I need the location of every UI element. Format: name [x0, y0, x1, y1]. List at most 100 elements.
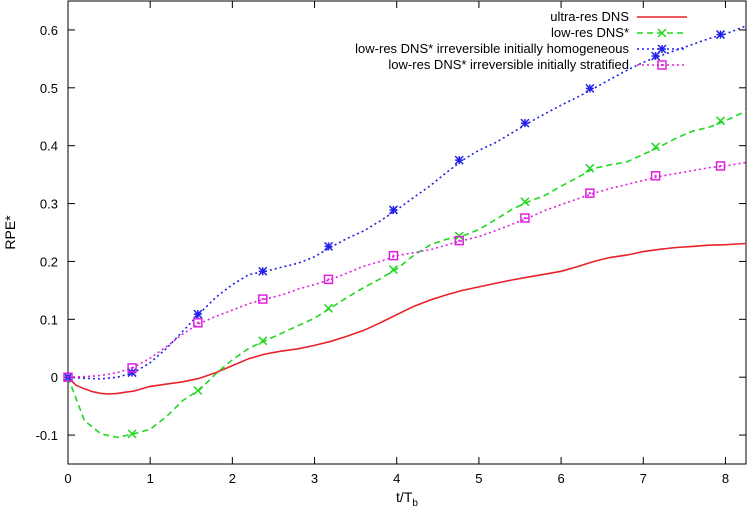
marker-outline [657, 60, 667, 70]
x-tick-label: 4 [393, 471, 400, 486]
x-tick-label: 5 [475, 471, 482, 486]
marker-x [193, 385, 203, 396]
series-line-1 [67, 110, 747, 439]
marker-center [327, 278, 330, 281]
marker-stroke [258, 336, 268, 346]
y-tick-label: -0.1 [36, 428, 58, 443]
marker-x [585, 163, 595, 173]
marker-square [323, 274, 334, 285]
x-tick-label: 2 [229, 471, 236, 486]
legend-label-0: ultra-res DNS [550, 9, 629, 24]
marker-square [657, 60, 667, 70]
series-line-3 [67, 161, 747, 378]
marker-asterisk [520, 118, 530, 128]
marker-center [131, 366, 134, 369]
x-tick-label: 6 [557, 471, 564, 486]
marker-asterisk [388, 205, 398, 215]
marker-square [193, 318, 203, 328]
marker-outline [715, 161, 726, 171]
y-tick-label: 0.2 [40, 254, 58, 269]
marker-center [261, 298, 264, 301]
marker-x [651, 142, 661, 152]
marker-center [392, 254, 395, 257]
marker-stroke [388, 265, 398, 275]
marker-x [520, 197, 530, 207]
y-tick-label: 0.5 [40, 81, 58, 96]
legend-label-2: low-res DNS* irreversible initially homo… [355, 41, 629, 56]
marker-center [67, 376, 69, 379]
legend-label-3: low-res DNS* irreversible initially stra… [388, 57, 629, 72]
marker-asterisk [193, 309, 203, 319]
marker-square [454, 235, 464, 246]
marker-square [650, 171, 661, 181]
marker-center [458, 239, 461, 242]
marker-square [127, 363, 137, 373]
marker-x [388, 265, 398, 275]
x-tick-label: 1 [147, 471, 154, 486]
marker-stroke [715, 116, 726, 126]
marker-x [127, 429, 137, 439]
marker-square [388, 250, 399, 261]
marker-center [588, 192, 591, 195]
plot-frame-border [67, 0, 747, 465]
series-lines [67, 25, 747, 439]
marker-center [661, 64, 663, 66]
x-tick-label: 7 [640, 471, 647, 486]
axis-ticks: 0 1 2 3 4 5 6 7 8 -0.1 0 0.1 0.2 0.3 0.4 0.5 0.6 [36, 1, 746, 486]
series-markers [63, 30, 726, 439]
x-tick-label: 8 [722, 471, 729, 486]
marker-x [323, 303, 334, 313]
marker-center [196, 321, 199, 324]
marker-stroke [651, 142, 661, 152]
marker-square [520, 213, 530, 223]
marker-stroke [657, 28, 667, 38]
series-line-2 [67, 25, 747, 380]
x-tick-label: 3 [311, 471, 318, 486]
legend-label-1: low-res DNS* [551, 25, 629, 40]
marker-square [258, 294, 268, 304]
marker-stroke [127, 429, 137, 439]
marker-outline [520, 213, 530, 223]
marker-x [657, 28, 667, 38]
marker-asterisk [657, 44, 667, 54]
marker-stroke [323, 303, 334, 313]
marker-stroke [193, 385, 203, 396]
x-axis-label-main: t/T [396, 489, 413, 505]
marker-outline [585, 188, 595, 198]
marker-outline [650, 171, 661, 181]
marker-outline [127, 363, 137, 373]
marker-square [63, 372, 73, 382]
y-tick-label: 0.4 [40, 139, 58, 154]
x-tick-label: 0 [64, 471, 71, 486]
x-axis-label-subscript: b [412, 498, 418, 509]
y-tick-label: 0.3 [40, 197, 58, 212]
y-tick-label: 0.6 [40, 23, 58, 38]
marker-asterisk [454, 155, 464, 165]
x-axis-label: t/Tb [396, 489, 418, 509]
series-line-0 [67, 242, 747, 395]
marker-outline [193, 318, 203, 328]
marker-x [715, 116, 726, 126]
marker-asterisk [651, 51, 661, 61]
marker-square [585, 188, 595, 198]
y-tick-label: 0 [51, 370, 58, 385]
marker-asterisk [585, 83, 595, 93]
marker-outline [323, 274, 334, 285]
marker-outline [258, 294, 268, 304]
marker-square [715, 161, 726, 171]
marker-outline [63, 372, 73, 382]
marker-outline [388, 250, 399, 261]
marker-asterisk [258, 266, 268, 276]
marker-stroke [585, 163, 595, 173]
marker-stroke [520, 197, 530, 207]
marker-center [654, 174, 657, 177]
marker-center [523, 217, 526, 220]
marker-asterisk [323, 241, 334, 251]
marker-outline [454, 235, 464, 246]
y-tick-label: 0.1 [40, 312, 58, 327]
marker-center [719, 164, 722, 167]
marker-asterisk [715, 30, 726, 40]
marker-x [258, 336, 268, 346]
